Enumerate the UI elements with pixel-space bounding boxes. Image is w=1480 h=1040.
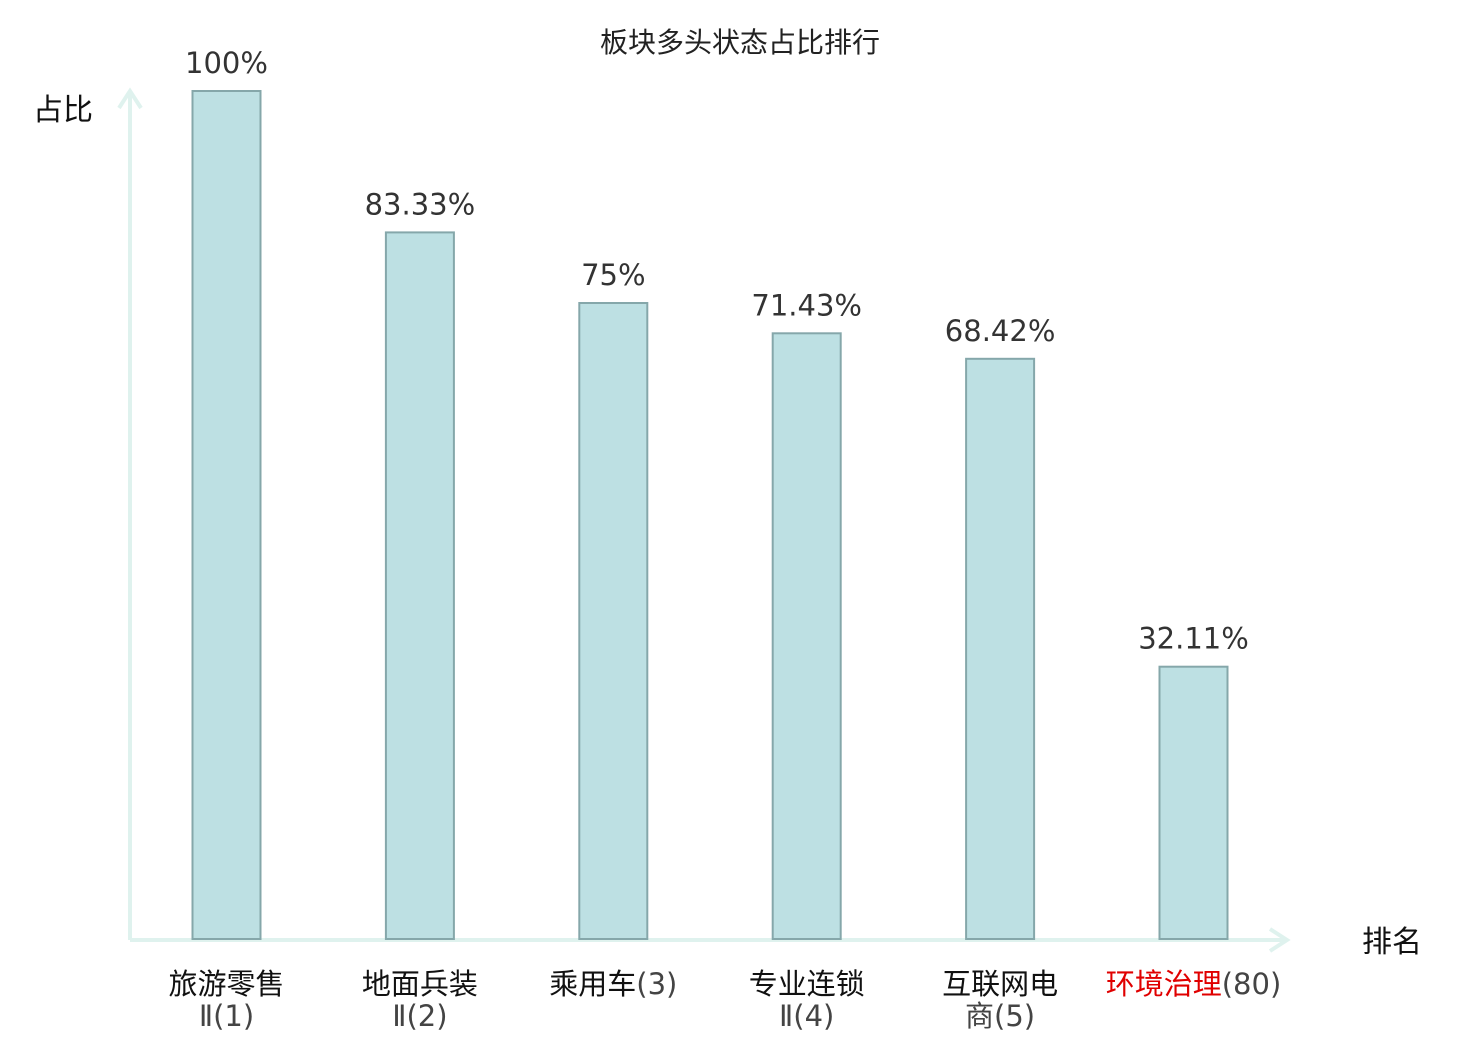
x-axis-label: 排名: [1362, 925, 1422, 960]
value-label-4: 71.43%: [751, 288, 862, 322]
category-label-5: 互联网电商(5): [942, 967, 1058, 1033]
bars-group: [191, 90, 1229, 940]
category-label-4: 专业连锁 Ⅱ(4): [749, 967, 865, 1033]
x-axis: [130, 927, 1291, 953]
category-rank: Ⅱ(1): [199, 999, 254, 1033]
bar-3: [578, 302, 649, 940]
y-axis-label: 占比: [33, 93, 93, 128]
value-label-5: 68.42%: [945, 314, 1056, 348]
bar-6: [1158, 665, 1229, 940]
chart-title: 板块多头状态占比排行: [600, 26, 880, 59]
bar-4: [771, 332, 842, 940]
value-label-2: 83.33%: [365, 187, 476, 221]
category-labels-group: 旅游零售 Ⅱ(1) 地面兵装 Ⅱ(2) 乘用车(3) 专业连锁 Ⅱ(4) 互联网电商(5) 环境…: [168, 967, 1281, 1033]
y-axis: [117, 87, 143, 940]
value-label-1: 100%: [185, 46, 268, 80]
category-rank: (3): [636, 967, 677, 1001]
category-name: 旅游零售: [168, 967, 284, 1001]
category-name: 地面兵装: [362, 967, 478, 1001]
category-label-6: 环境治理(80): [1106, 967, 1282, 1001]
value-labels-group: 100% 83.33% 75% 71.43% 68.42% 32.11%: [185, 46, 1249, 656]
category-name: 乘用车: [549, 967, 636, 1001]
bar-2: [384, 231, 455, 940]
bar-1: [191, 90, 262, 940]
category-name: 环境治理: [1106, 967, 1222, 1001]
bar-5: [965, 357, 1036, 940]
category-label-3: 乘用车(3): [549, 967, 677, 1001]
category-label-2: 地面兵装 Ⅱ(2): [362, 967, 478, 1033]
value-label-6: 32.11%: [1138, 622, 1249, 656]
y-axis-arrow: [117, 87, 143, 110]
category-label-1: 旅游零售 Ⅱ(1): [168, 967, 284, 1033]
category-name: 互联网电: [942, 967, 1058, 1001]
category-rank: Ⅱ(2): [392, 999, 447, 1033]
category-rank: (80): [1222, 967, 1282, 1001]
category-rank: Ⅱ(4): [779, 999, 834, 1033]
value-label-3: 75%: [581, 258, 645, 292]
category-name: 专业连锁: [749, 967, 865, 1001]
x-axis-arrow: [1268, 927, 1291, 953]
category-rank: 商(5): [965, 999, 1035, 1033]
